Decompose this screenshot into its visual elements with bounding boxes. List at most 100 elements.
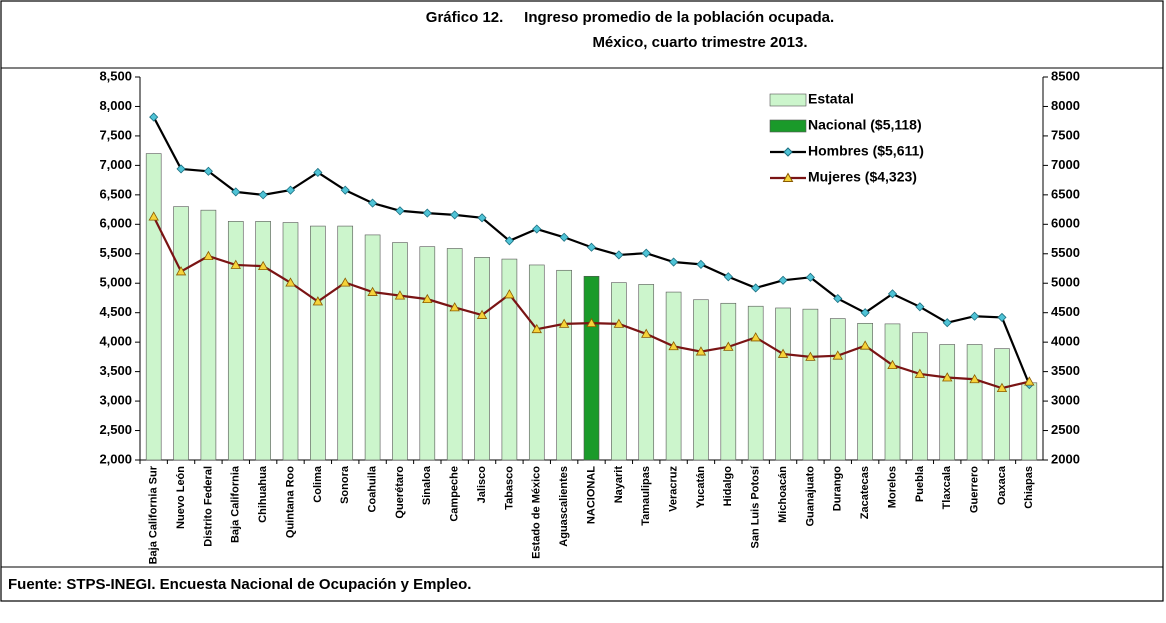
marker <box>422 208 432 218</box>
marker <box>614 250 624 260</box>
marker <box>367 286 378 296</box>
y2-tick-label: 6500 <box>1051 186 1080 201</box>
marker <box>970 311 980 321</box>
marker <box>394 290 406 300</box>
marker <box>751 283 761 293</box>
bar <box>173 206 189 461</box>
bar <box>556 269 572 461</box>
marker <box>695 346 707 356</box>
y2-tick-label: 7000 <box>1051 157 1080 172</box>
y-tick-label: 6,000 <box>99 216 132 231</box>
x-tick-label: Colima <box>312 465 324 503</box>
y-tick-label: 3,000 <box>99 393 132 408</box>
marker <box>778 275 788 285</box>
marker <box>531 323 542 334</box>
x-tick-label: Baja California Sur <box>148 465 160 564</box>
marker <box>476 309 488 319</box>
marker <box>914 368 926 378</box>
bar <box>994 348 1010 461</box>
bar <box>720 302 737 461</box>
y2-tick-label: 3500 <box>1051 363 1080 378</box>
marker <box>997 312 1007 322</box>
x-tick-label: Sonora <box>339 465 351 504</box>
legend-label: Hombres ($5,611) <box>808 143 924 159</box>
bar <box>966 344 983 461</box>
marker <box>395 206 405 216</box>
x-tick-label: Jalisco <box>476 466 488 504</box>
x-tick-label: Hidalgo <box>722 466 734 507</box>
marker <box>750 332 761 342</box>
marker <box>449 302 460 312</box>
marker <box>340 185 350 195</box>
y-tick-label: 7,000 <box>99 157 132 172</box>
bar <box>282 222 299 461</box>
bar <box>829 318 846 461</box>
marker <box>175 266 187 276</box>
marker <box>833 293 843 304</box>
y2-tick-label: 8000 <box>1051 98 1080 113</box>
x-tick-label: Coahuila <box>366 465 378 512</box>
x-tick-label: Tabasco <box>503 466 515 510</box>
x-tick-label: Aguascalientes <box>558 466 570 547</box>
marker <box>586 242 597 252</box>
bar <box>611 282 627 461</box>
marker <box>996 382 1008 393</box>
bar <box>583 275 600 461</box>
marker <box>887 359 898 370</box>
x-tick-label: Nayarit <box>613 466 625 504</box>
chart-subtitle: México, cuarto trimestre 2013. <box>592 34 807 51</box>
x-tick-label: NACIONAL <box>585 466 597 524</box>
bar <box>884 323 901 461</box>
x-tick-label: Michoacán <box>777 466 789 523</box>
bar <box>912 332 928 461</box>
marker <box>149 112 159 122</box>
y2-tick-label: 4500 <box>1051 304 1080 319</box>
y2-tick-label: 6000 <box>1051 216 1080 231</box>
x-tick-label: Baja California <box>230 465 242 543</box>
x-tick-label: Chiapas <box>1023 466 1035 509</box>
marker <box>915 302 925 312</box>
y-tick-label: 2,500 <box>99 422 132 437</box>
bar <box>747 305 764 461</box>
x-tick-label: Estado de México <box>531 466 543 559</box>
legend-label: Estatal <box>808 91 854 107</box>
y2-tick-label: 5000 <box>1051 275 1080 290</box>
marker <box>641 248 651 258</box>
x-tick-label: Sinaloa <box>421 465 433 505</box>
source-note: Fuente: STPS-INEGI. Encuesta Nacional de… <box>8 576 471 593</box>
marker <box>313 167 323 178</box>
y-tick-label: 4,000 <box>99 334 132 349</box>
marker <box>558 318 570 328</box>
bar <box>446 248 463 461</box>
bar <box>802 308 819 461</box>
x-tick-label: Veracruz <box>667 466 679 512</box>
bar <box>693 299 709 461</box>
x-tick-label: Guerrero <box>968 466 980 513</box>
marker <box>942 372 953 382</box>
marker <box>532 224 542 234</box>
x-tick-label: Campeche <box>449 466 461 522</box>
marker <box>613 318 625 328</box>
x-tick-label: Durango <box>832 466 844 512</box>
y-tick-label: 7,500 <box>99 127 132 142</box>
y2-tick-label: 8500 <box>1051 68 1080 83</box>
bar <box>419 246 436 461</box>
marker <box>969 373 980 384</box>
x-tick-label: Oaxaca <box>996 465 1008 505</box>
marker <box>723 341 734 351</box>
marker <box>586 317 597 328</box>
bar <box>255 221 271 461</box>
marker <box>203 166 213 176</box>
marker <box>723 272 733 282</box>
x-tick-label: Zacatecas <box>859 466 871 519</box>
marker <box>504 289 515 299</box>
x-tick-label: Morelos <box>886 466 898 508</box>
marker <box>696 259 706 269</box>
bar <box>364 234 381 461</box>
y-tick-label: 4,500 <box>99 304 132 319</box>
x-tick-label: Quintana Roo <box>284 466 296 538</box>
y2-tick-label: 2500 <box>1051 422 1080 437</box>
x-tick-label: Puebla <box>914 465 926 502</box>
marker <box>504 236 514 246</box>
x-tick-label: Yucatán <box>695 466 707 508</box>
